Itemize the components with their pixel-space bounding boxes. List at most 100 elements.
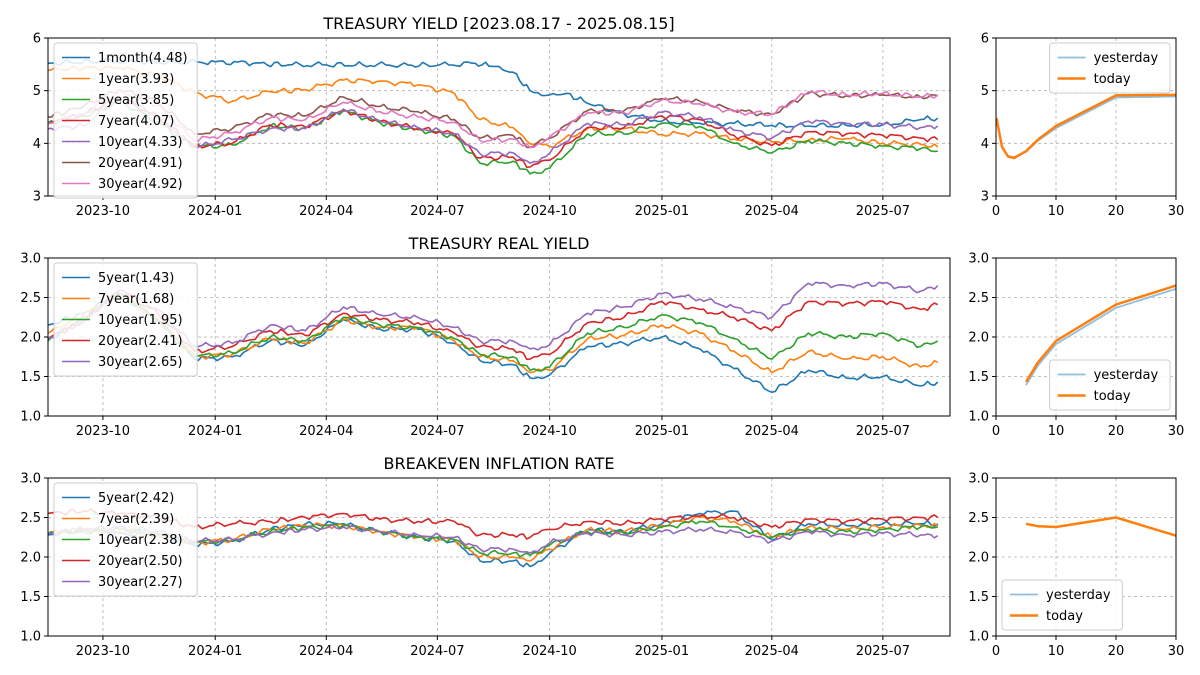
x-tick-label: 2025-07 <box>856 424 910 439</box>
legend-label: 5year(3.85) <box>98 93 174 108</box>
x-tick-label: 10 <box>1048 204 1065 219</box>
chart-panel-4: 1.0 1.5 2.0 2.5 3.0 2023-10 2024-01 2024-04 2024… <box>20 454 951 659</box>
x-tick-label: 20 <box>1108 204 1125 219</box>
x-tick-label: 2024-07 <box>410 204 464 219</box>
legend-label: 7year(1.68) <box>98 292 174 307</box>
x-tick-label: 2023-10 <box>76 424 130 439</box>
legend-box <box>1049 359 1171 411</box>
x-tick-label: 20 <box>1108 424 1125 439</box>
y-tick-label: 2.0 <box>20 551 41 566</box>
y-tick-label: 3.0 <box>20 252 41 267</box>
y-tick-label: 6 <box>981 32 989 47</box>
series-line <box>1024 284 1176 383</box>
y-tick-label: 6 <box>33 32 41 47</box>
y-tick-label: 2.5 <box>20 511 41 526</box>
legend-label: 7year(2.39) <box>98 512 174 527</box>
x-tick-label: 0 <box>992 644 1000 659</box>
x-tick-label: 2024-10 <box>522 644 576 659</box>
x-tick-label: 10 <box>1048 424 1065 439</box>
y-tick-label: 4 <box>981 137 989 152</box>
y-tick-label: 3 <box>33 190 41 205</box>
legend-label: 20year(2.50) <box>98 554 183 569</box>
y-tick-label: 5 <box>33 84 41 99</box>
x-tick-label: 0 <box>992 424 1000 439</box>
legend-label: 30year(4.92) <box>98 177 183 192</box>
legend: 1month(4.48) 1year(3.93) 5year(3.85) 7year(… <box>53 42 198 199</box>
series-line <box>996 93 1176 160</box>
legend-box <box>53 42 198 199</box>
x-tick-label: 2024-10 <box>522 424 576 439</box>
plot-frame <box>47 37 951 197</box>
x-tick-label: 10 <box>1048 644 1065 659</box>
y-tick-label: 2.5 <box>968 511 989 526</box>
chart-panel-2: 1.0 1.5 2.0 2.5 3.0 2023-10 2024-01 2024-04 2024… <box>20 234 951 439</box>
chart-panel-3: 1.0 1.5 2.0 2.5 3.0 0 10 20 30 yesterday today <box>968 252 1184 440</box>
x-tick-label: 30 <box>1168 204 1185 219</box>
legend-box <box>1049 42 1171 94</box>
legend: yesterday today <box>1001 579 1123 631</box>
plot-frame <box>995 257 1177 417</box>
x-tick-label: 2024-01 <box>188 204 242 219</box>
x-tick-label: 2024-04 <box>299 644 353 659</box>
chart-title: BREAKEVEN INFLATION RATE <box>384 454 615 473</box>
chart-panel-1: 3 4 5 6 0 10 20 30 yesterday today <box>981 32 1185 220</box>
legend-label: 10year(1.95) <box>98 313 183 328</box>
plot-frame <box>995 37 1177 197</box>
chart-panel-5: 1.0 1.5 2.0 2.5 3.0 0 10 20 30 yesterday today <box>968 472 1184 660</box>
legend-label: 20year(2.41) <box>98 334 183 349</box>
y-tick-label: 2.0 <box>968 331 989 346</box>
x-tick-label: 2025-04 <box>745 644 799 659</box>
y-tick-label: 1.0 <box>20 410 41 425</box>
chart-title: TREASURY REAL YIELD <box>408 234 590 253</box>
y-tick-label: 1.5 <box>20 370 41 385</box>
chart-panel-0: 3 4 5 6 2023-10 2024-01 2024-04 2024-07 2024-10 2… <box>33 14 951 219</box>
y-tick-label: 2.5 <box>20 291 41 306</box>
y-tick-label: 4 <box>33 137 41 152</box>
x-tick-label: 20 <box>1108 644 1125 659</box>
legend-label: today <box>1046 609 1083 624</box>
y-tick-label: 3.0 <box>968 252 989 267</box>
y-tick-label: 3.0 <box>20 472 41 487</box>
x-tick-label: 2024-04 <box>299 424 353 439</box>
series-line <box>996 95 1176 158</box>
legend-label: 10year(2.38) <box>98 533 183 548</box>
legend-label: yesterday <box>1046 588 1111 603</box>
x-tick-label: 2024-01 <box>188 424 242 439</box>
legend-label: 20year(4.91) <box>98 156 183 171</box>
legend-label: 1year(3.93) <box>98 72 174 87</box>
legend-label: 30year(2.65) <box>98 355 183 370</box>
legend: yesterday today <box>1049 42 1171 94</box>
chart-title: TREASURY YIELD [2023.08.17 - 2025.08.15] <box>322 14 674 33</box>
x-tick-label: 0 <box>992 204 1000 219</box>
y-tick-label: 3 <box>981 190 989 205</box>
x-tick-label: 2025-07 <box>856 204 910 219</box>
plot-frame <box>995 477 1177 637</box>
x-tick-label: 2024-04 <box>299 204 353 219</box>
y-tick-label: 1.0 <box>20 630 41 645</box>
legend-label: 7year(4.07) <box>98 114 174 129</box>
y-tick-label: 1.0 <box>968 410 989 425</box>
legend-label: 1month(4.48) <box>98 51 188 66</box>
legend-box <box>1001 579 1123 631</box>
y-tick-label: 1.5 <box>968 370 989 385</box>
y-tick-label: 2.5 <box>968 291 989 306</box>
legend: 5year(2.42) 7year(2.39) 10year(2.38) 20year… <box>53 482 198 597</box>
legend-label: 5year(2.42) <box>98 491 174 506</box>
x-tick-label: 2023-10 <box>76 204 130 219</box>
y-tick-label: 5 <box>981 84 989 99</box>
series-line <box>1025 516 1176 537</box>
legend-label: today <box>1094 72 1131 87</box>
legend: 5year(1.43) 7year(1.68) 10year(1.95) 20year… <box>53 262 198 377</box>
x-tick-label: 2025-07 <box>856 644 910 659</box>
plot-frame <box>47 477 951 637</box>
y-tick-label: 3.0 <box>968 472 989 487</box>
legend-box <box>53 482 198 597</box>
legend: yesterday today <box>1049 359 1171 411</box>
y-tick-label: 1.5 <box>968 590 989 605</box>
x-tick-label: 30 <box>1168 424 1185 439</box>
x-tick-label: 2024-07 <box>410 644 464 659</box>
plot-frame <box>47 257 951 417</box>
x-tick-label: 2023-10 <box>76 644 130 659</box>
x-tick-label: 2025-04 <box>745 204 799 219</box>
